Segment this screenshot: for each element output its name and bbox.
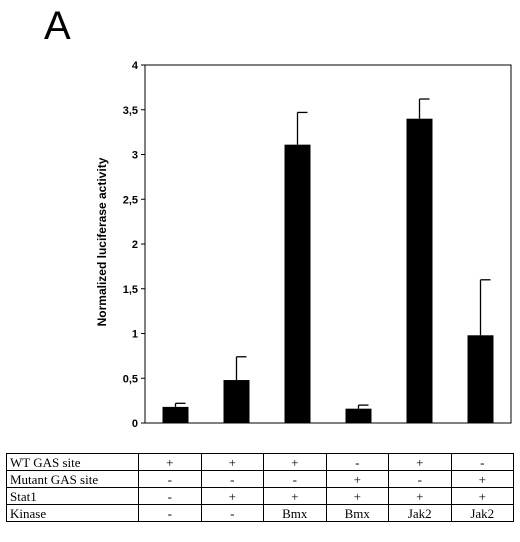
table-cell: + [200, 453, 264, 471]
table-row: Stat1- + + + + + [6, 487, 514, 505]
plot-border [144, 64, 512, 424]
table-row: WT GAS site + + + - + - [6, 453, 514, 471]
table-cell: Bmx [263, 504, 327, 522]
table-cell: - [325, 453, 389, 471]
y-tick-label: 2 [132, 239, 138, 251]
table-cell: Bmx [325, 504, 389, 522]
plot-frame [144, 64, 512, 424]
table-cell: + [325, 470, 389, 488]
row-label: WT GAS site [6, 453, 139, 471]
y-tick-label: 0 [132, 418, 138, 430]
y-axis-label: Normalized luciferase activity [95, 157, 109, 326]
table-cell: Jak2 [450, 504, 514, 522]
y-axis-ticks: 0 0,5 1 1,5 2 2,5 3 3,5 4 [123, 60, 145, 430]
bar [223, 380, 250, 423]
bar [467, 335, 494, 423]
y-tick-label: 3,5 [123, 105, 138, 117]
row-label: Stat1 [6, 487, 139, 505]
table-cell: + [325, 487, 389, 505]
bar-chart: 0 0,5 1 1,5 2 2,5 3 3,5 4 Normalized luciferase … [95, 60, 512, 430]
table-cell: Jak2 [388, 504, 452, 522]
table-cell: - [138, 504, 202, 522]
y-tick-label: 0,5 [123, 373, 138, 385]
table-cell: - [138, 470, 202, 488]
table-cell: + [263, 453, 327, 471]
table-cell: - [200, 504, 264, 522]
y-tick-label: 1 [132, 329, 138, 341]
table-cell: - [388, 470, 452, 488]
bar [406, 118, 433, 423]
table-cell: + [263, 487, 327, 505]
panel-letter: A [44, 4, 71, 48]
table-cell: - [138, 487, 202, 505]
row-label: Kinase [6, 504, 139, 522]
table-row: Mutant GAS site - - - + - + [6, 470, 514, 488]
y-tick-label: 3 [132, 150, 138, 162]
table-cell: + [388, 453, 452, 471]
y-tick-label: 2,5 [123, 194, 138, 206]
table-row: Kinase - - Bmx Bmx Jak2 Jak2 [6, 504, 514, 522]
y-tick-label: 1,5 [123, 284, 138, 296]
table-cell: + [450, 487, 514, 505]
table-cell: - [450, 453, 514, 471]
table-cell: + [200, 487, 264, 505]
error-bars [174, 98, 491, 409]
bar [284, 144, 311, 423]
table-cell: + [388, 487, 452, 505]
y-tick-label: 4 [132, 60, 139, 72]
bars [162, 118, 494, 423]
bar [162, 406, 189, 423]
conditions-table: WT GAS site + + + - + - Mutant GAS site - - - + - + St… [6, 453, 514, 522]
row-label: Mutant GAS site [6, 470, 139, 488]
bar [345, 408, 372, 423]
table-cell: - [263, 470, 327, 488]
table-cell: + [450, 470, 514, 488]
table-cell: - [200, 470, 264, 488]
table-cell: + [138, 453, 202, 471]
